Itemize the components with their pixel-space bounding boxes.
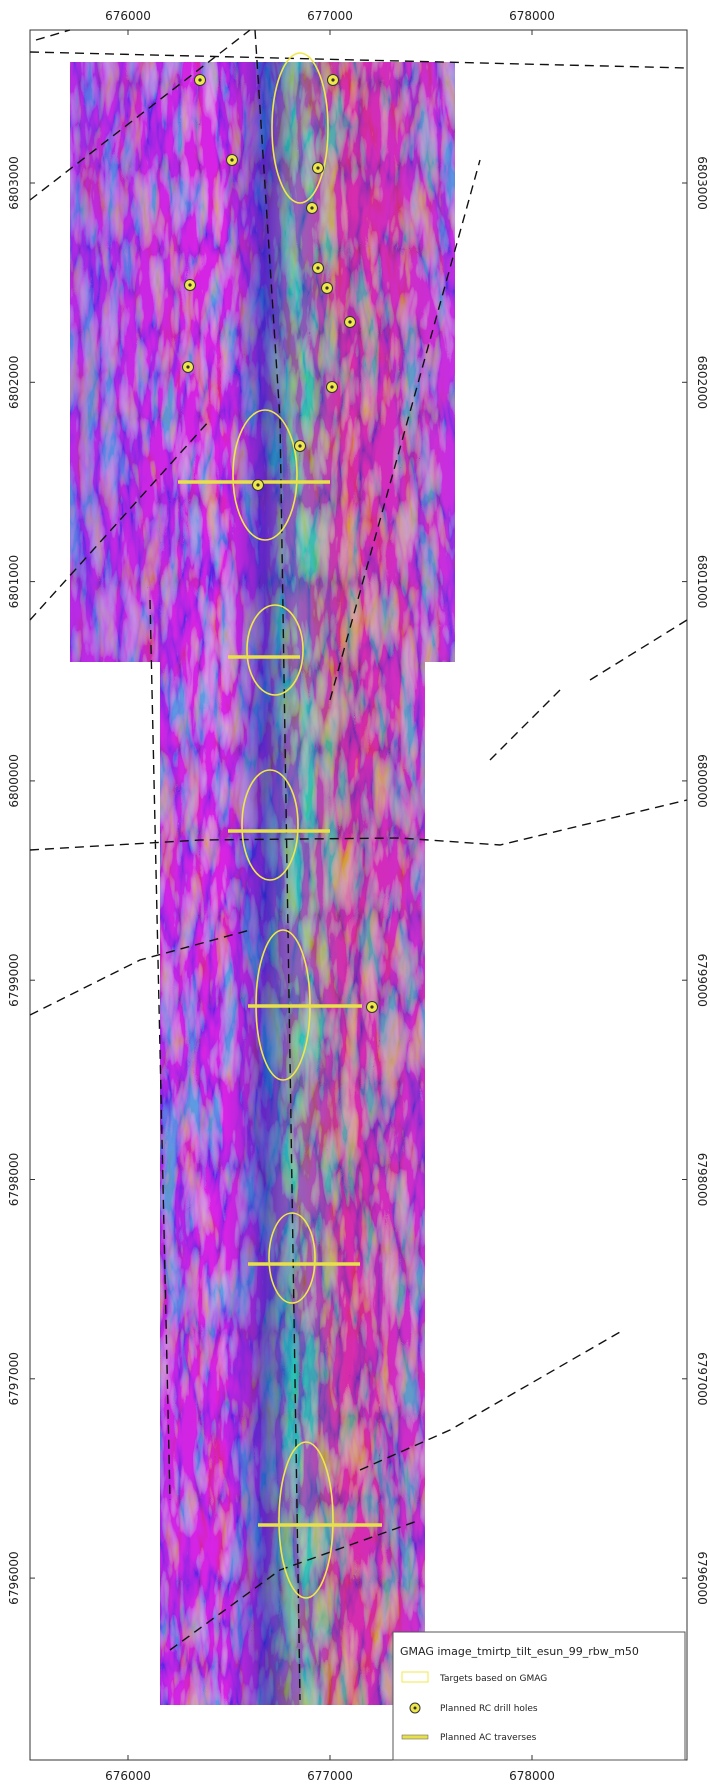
rc-drill-hole-center [331, 78, 334, 81]
map: GMAG image_tmirtp_tilt_esun_99_rbw_m50 T… [0, 0, 710, 1791]
legend: GMAG image_tmirtp_tilt_esun_99_rbw_m50 T… [393, 1632, 685, 1760]
y-tick-label: 6799000 [7, 953, 21, 1006]
x-tick-label: 677000 [307, 1769, 353, 1783]
y-tick-label: 6800000 [695, 754, 709, 807]
legend-traverse-swatch [402, 1735, 428, 1739]
legend-item: Planned AC traverses [440, 1733, 537, 1743]
x-tick-label: 678000 [509, 1769, 555, 1783]
rc-drill-hole-center [370, 1005, 373, 1008]
x-tick-label: 678000 [509, 9, 555, 23]
y-tick-label: 6802000 [7, 356, 21, 409]
rc-drill-hole-center [198, 78, 201, 81]
rc-drill-hole-center [325, 286, 328, 289]
rc-drill-hole-center [316, 266, 319, 269]
rc-drill-hole-center [188, 283, 191, 286]
y-tick-label: 6800000 [7, 754, 21, 807]
rc-drill-hole-center [230, 158, 233, 161]
rc-drill-hole-center [310, 206, 313, 209]
y-tick-label: 6803000 [695, 156, 709, 209]
y-tick-label: 6798000 [695, 1153, 709, 1206]
y-tick-label: 6796000 [695, 1551, 709, 1604]
y-tick-label: 6801000 [7, 555, 21, 608]
x-tick-label: 676000 [105, 1769, 151, 1783]
y-tick-label: 6799000 [695, 953, 709, 1006]
x-tick-label: 677000 [307, 9, 353, 23]
legend-item: Targets based on GMAG [439, 1674, 547, 1684]
y-tick-label: 6798000 [7, 1153, 21, 1206]
x-tick-label: 676000 [105, 9, 151, 23]
y-tick-label: 6801000 [695, 555, 709, 608]
y-tick-label: 6797000 [7, 1352, 21, 1405]
rc-drill-hole-center [256, 483, 259, 486]
y-tick-label: 6796000 [7, 1551, 21, 1604]
legend-hole-dot [414, 1707, 417, 1710]
legend-title: GMAG image_tmirtp_tilt_esun_99_rbw_m50 [400, 1645, 639, 1658]
rc-drill-hole-center [186, 365, 189, 368]
rc-drill-hole-center [348, 320, 351, 323]
y-tick-label: 6802000 [695, 356, 709, 409]
rc-drill-hole-center [298, 444, 301, 447]
y-tick-label: 6797000 [695, 1352, 709, 1405]
legend-item: Planned RC drill holes [440, 1704, 538, 1714]
rc-drill-hole-center [330, 385, 333, 388]
y-tick-label: 6803000 [7, 156, 21, 209]
rc-drill-hole-center [316, 166, 319, 169]
